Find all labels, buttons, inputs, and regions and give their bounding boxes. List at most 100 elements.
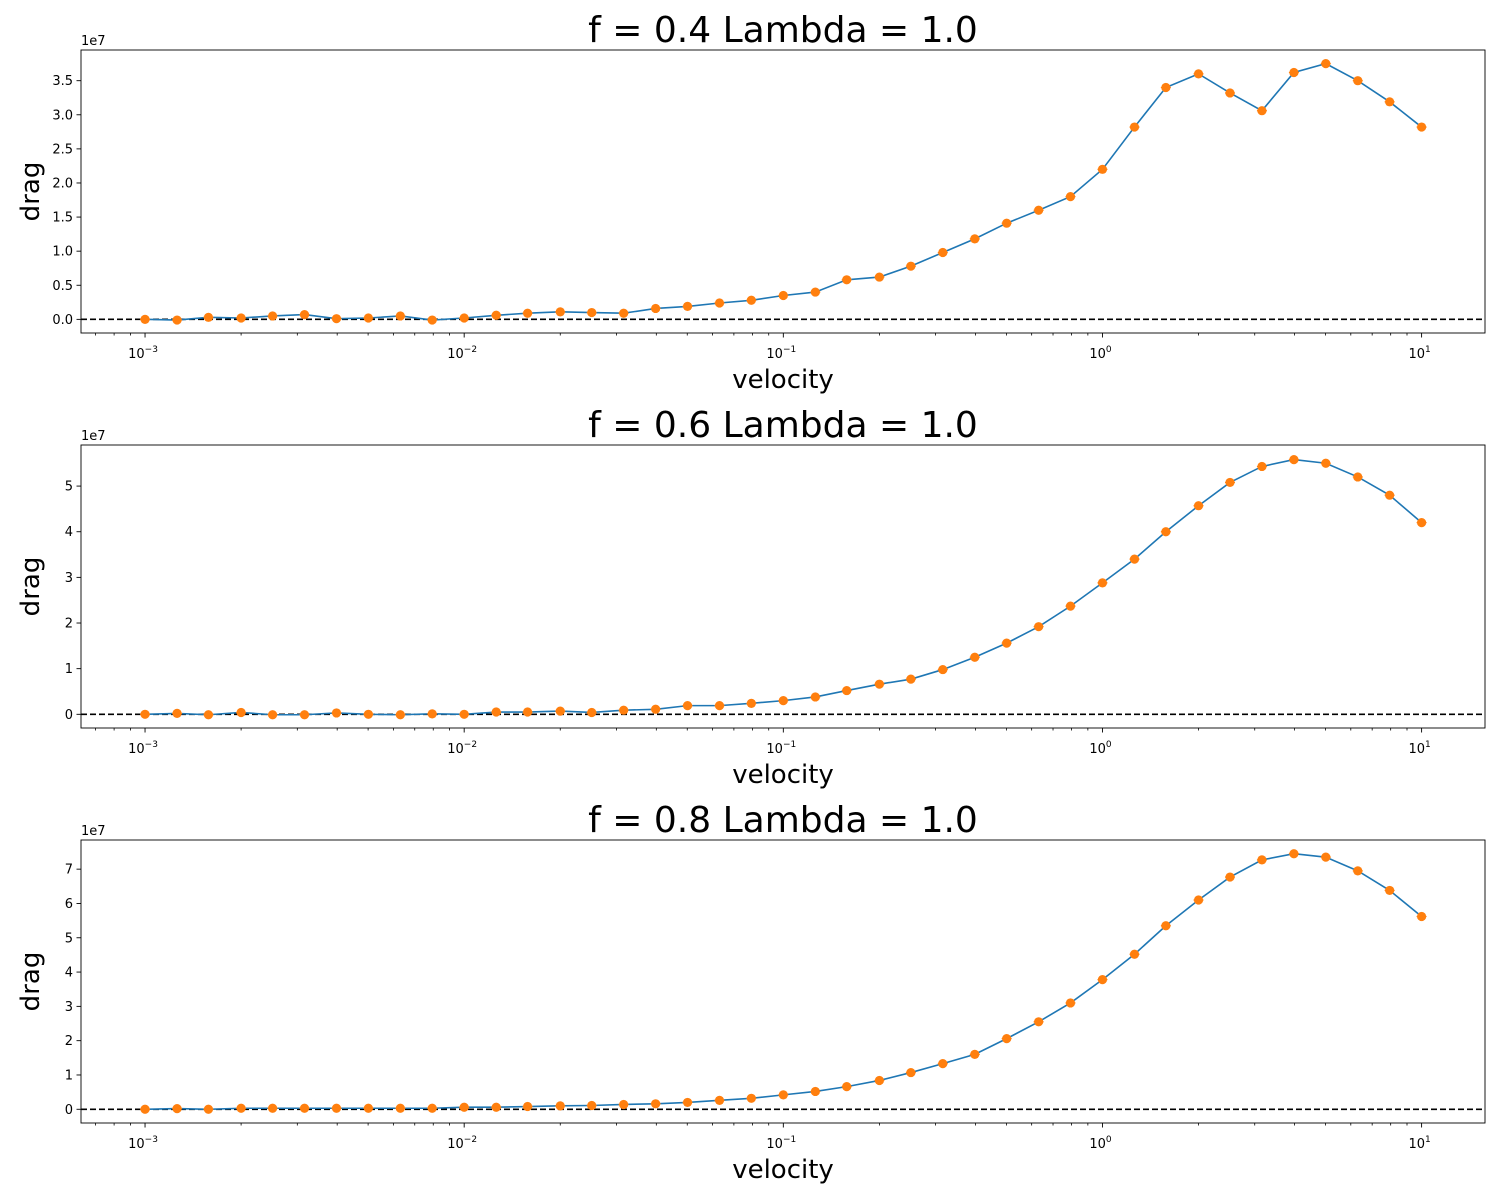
y-tick-label: 0	[65, 708, 73, 723]
data-point	[1034, 622, 1044, 632]
y-tick-label: 4	[65, 525, 73, 540]
x-tick-label: 10−1	[766, 740, 796, 757]
y-tick-label: 5	[65, 931, 73, 946]
y-tick-label: 5	[65, 480, 73, 495]
data-point	[1002, 1034, 1012, 1044]
x-tick-base: 10	[1408, 1137, 1425, 1152]
data-point	[1417, 911, 1427, 922]
data-point	[906, 1067, 916, 1078]
data-point	[714, 1095, 725, 1105]
x-tick-base: 10	[128, 347, 145, 362]
y-tick-label: 2.5	[52, 142, 73, 157]
data-point	[331, 314, 342, 324]
data-point	[651, 704, 661, 714]
x-tick-exponent: −3	[145, 1135, 158, 1145]
data-point	[1065, 192, 1076, 202]
data-point	[842, 275, 852, 285]
x-tick-base: 10	[1408, 742, 1425, 757]
data-point	[1353, 76, 1363, 86]
data-point	[331, 708, 342, 718]
data-point	[522, 707, 533, 717]
data-point	[1065, 998, 1076, 1008]
data-point	[714, 701, 725, 711]
x-tick-base: 10	[128, 742, 145, 757]
data-point	[874, 272, 884, 282]
data-point	[1321, 458, 1331, 468]
data-point	[810, 287, 820, 297]
data-point	[522, 1101, 533, 1112]
data-point	[1161, 527, 1171, 537]
x-tick-base: 10	[1408, 347, 1425, 362]
x-tick-label: 10−1	[766, 345, 796, 362]
data-point	[714, 298, 725, 308]
data-point	[1353, 866, 1363, 876]
data-point	[1193, 69, 1204, 79]
data-point	[555, 307, 565, 317]
y-offset-text: 1e7	[81, 824, 106, 839]
x-tick-label: 101	[1408, 345, 1430, 362]
data-point	[1129, 122, 1140, 132]
data-point	[619, 1099, 629, 1110]
y-tick-label: 1	[65, 1068, 73, 1083]
x-tick-base: 10	[1089, 742, 1106, 757]
data-point	[938, 247, 948, 258]
y-tick-label: 2	[65, 617, 73, 632]
data-point	[331, 1103, 342, 1113]
data-point	[427, 315, 437, 325]
data-point	[267, 1103, 278, 1113]
data-point	[172, 315, 182, 325]
y-axis-label: drag	[16, 162, 46, 222]
data-point	[1289, 67, 1299, 78]
data-point	[203, 710, 214, 720]
data-point	[459, 709, 469, 719]
data-point	[1321, 59, 1331, 69]
data-point	[810, 1086, 820, 1097]
y-tick-label: 1.5	[52, 211, 73, 226]
x-tick-label: 101	[1408, 1135, 1430, 1152]
data-point	[746, 698, 756, 708]
y-offset-text: 1e7	[81, 429, 106, 444]
data-point	[874, 1075, 884, 1086]
data-point	[970, 1049, 980, 1059]
data-point	[236, 707, 246, 718]
data-point	[938, 664, 948, 675]
data-point	[682, 1097, 693, 1108]
data-point	[810, 692, 820, 702]
x-tick-exponent: −1	[783, 1135, 796, 1145]
x-tick-label: 10−2	[447, 1135, 477, 1152]
series-line	[145, 458, 1423, 716]
x-tick-exponent: −3	[145, 740, 158, 750]
series-line	[145, 852, 1423, 1111]
x-tick-label: 100	[1089, 740, 1112, 757]
x-tick-label: 100	[1089, 345, 1112, 362]
data-point	[140, 709, 150, 719]
data-point	[1385, 97, 1395, 107]
data-point	[1161, 82, 1171, 93]
data-point	[906, 674, 916, 684]
y-tick-label: 6	[65, 897, 73, 912]
chart-title: f = 0.6 Lambda = 1.0	[588, 405, 978, 446]
data-point	[491, 707, 501, 717]
data-point	[299, 309, 310, 320]
x-tick-exponent: −2	[464, 740, 477, 750]
y-tick-label: 1	[65, 662, 73, 677]
data-point	[1385, 490, 1395, 500]
data-point	[203, 312, 214, 322]
x-tick-exponent: 1	[1425, 740, 1431, 750]
data-point	[1417, 517, 1427, 528]
data-point	[746, 295, 756, 305]
data-point	[906, 261, 916, 271]
data-point	[172, 708, 182, 718]
data-point	[172, 1103, 182, 1114]
data-point	[1257, 461, 1267, 472]
data-point	[1353, 472, 1363, 482]
y-tick-label: 2.0	[52, 176, 73, 191]
data-point	[491, 310, 501, 320]
data-point	[299, 1103, 310, 1113]
data-point	[236, 313, 246, 323]
data-point	[395, 1103, 405, 1113]
y-offset-text: 1e7	[81, 34, 106, 49]
data-point	[970, 652, 980, 662]
data-point	[1289, 455, 1299, 465]
